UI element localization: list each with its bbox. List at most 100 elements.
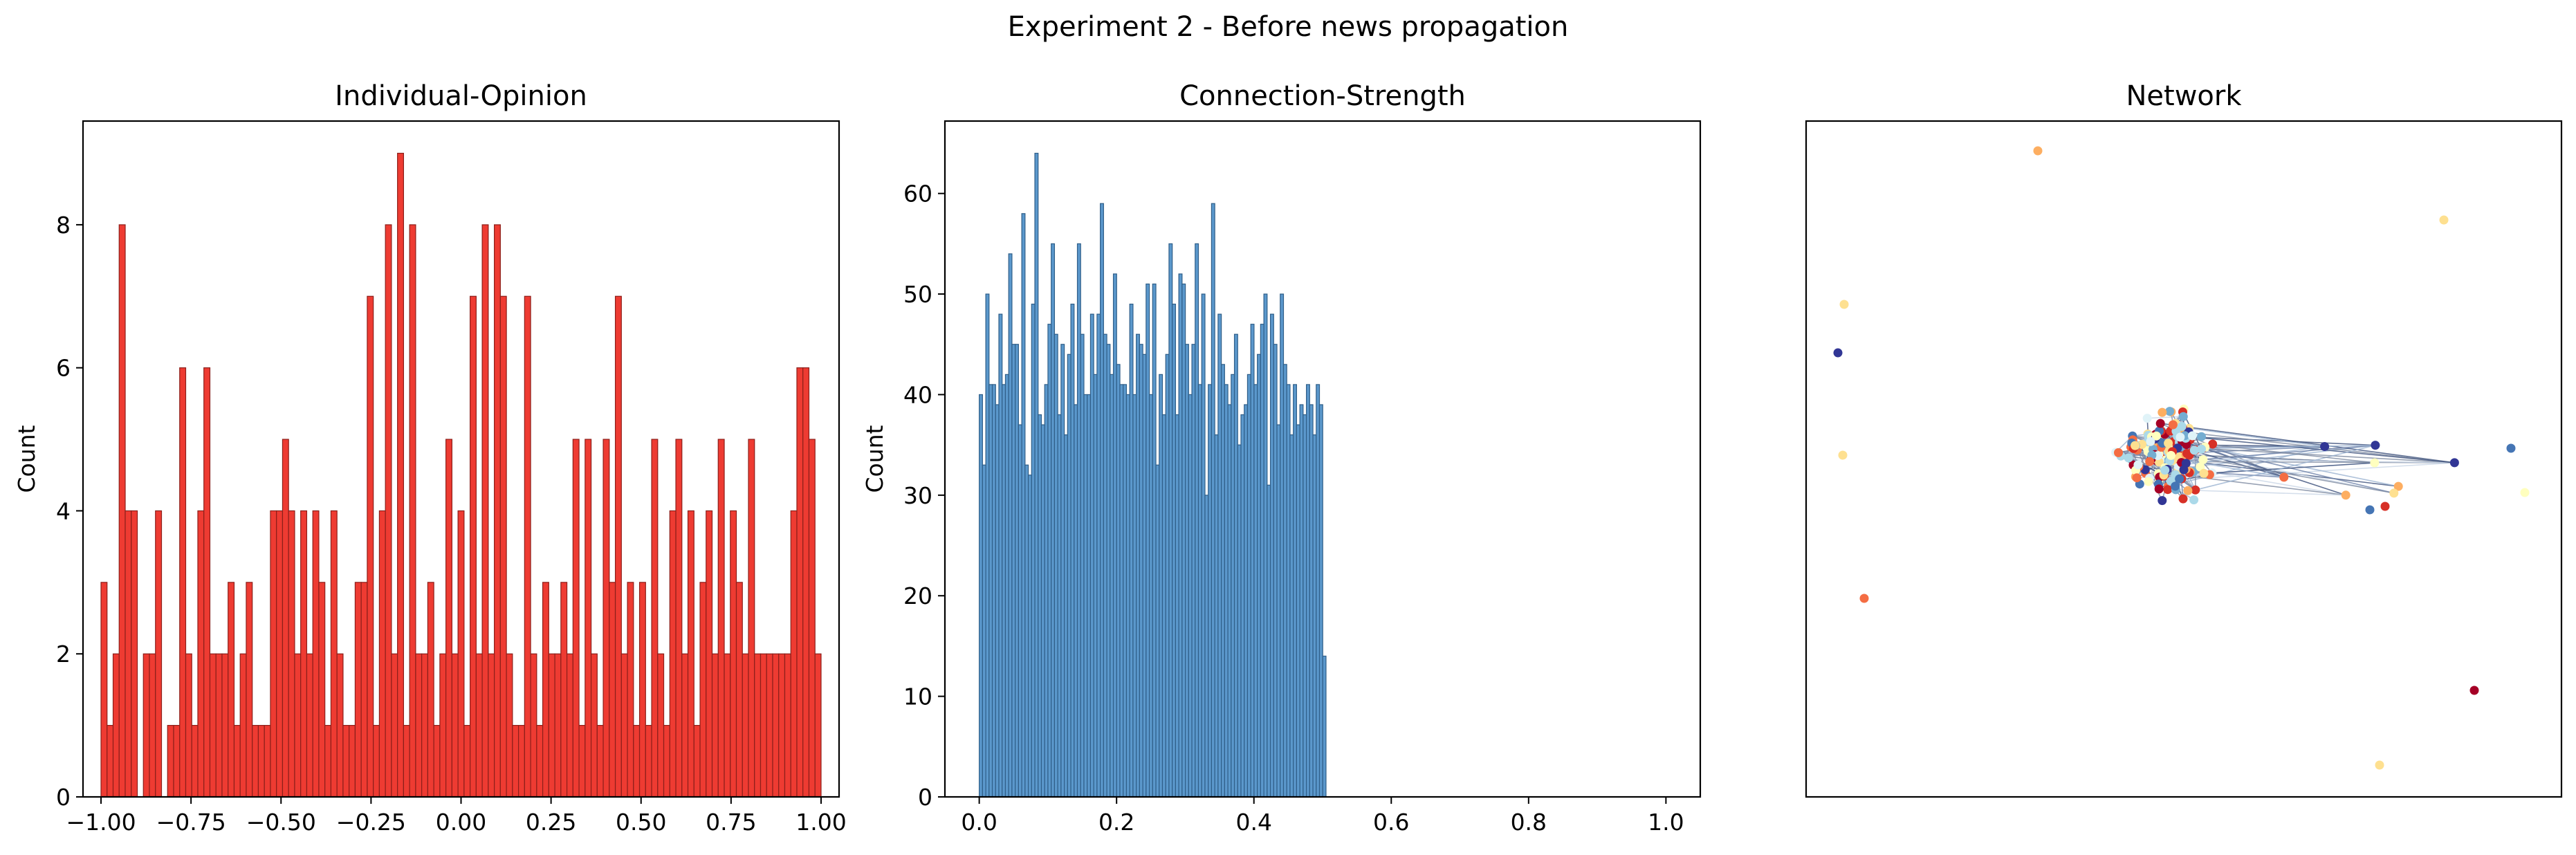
- histogram-bar: [1148, 394, 1153, 798]
- histogram-bar: [814, 653, 822, 798]
- y-tick-label: 2: [56, 641, 71, 668]
- histogram-bar: [391, 653, 398, 798]
- histogram-bar: [1172, 304, 1177, 798]
- histogram-bar: [155, 510, 163, 798]
- histogram-bar: [1280, 293, 1285, 798]
- histogram-bar: [982, 464, 986, 798]
- network-node: [2171, 481, 2180, 491]
- network-node: [2175, 432, 2185, 442]
- network-node: [2133, 460, 2143, 470]
- histogram-bar: [1024, 464, 1029, 798]
- histogram-bar: [1132, 394, 1137, 798]
- histogram-bar: [1309, 404, 1314, 798]
- network-node: [2189, 495, 2199, 505]
- network-node: [2520, 488, 2530, 497]
- y-tick-label: 0: [918, 784, 932, 811]
- histogram-bar: [203, 367, 211, 798]
- histogram-bar: [270, 510, 277, 798]
- histogram-bar: [778, 653, 786, 798]
- histogram-bar: [1276, 424, 1281, 798]
- histogram-bar: [185, 653, 192, 798]
- histogram-bar: [179, 367, 187, 798]
- histogram-bar: [1074, 404, 1078, 798]
- y-tick-label: 60: [903, 181, 932, 208]
- histogram-bar: [149, 653, 156, 798]
- histogram-bar: [651, 439, 659, 798]
- histogram-bar: [1296, 424, 1300, 798]
- histogram-bar: [748, 439, 755, 798]
- network-node: [2370, 458, 2380, 468]
- histogram-bar: [1289, 434, 1294, 798]
- histogram-bar: [1018, 424, 1022, 798]
- histogram-bar: [620, 653, 628, 798]
- histogram-bar: [1089, 313, 1094, 798]
- network-node: [2124, 453, 2133, 463]
- histogram-bar: [221, 653, 229, 798]
- histogram-bar: [463, 725, 471, 798]
- x-tick-label: 0.8: [1511, 809, 1547, 836]
- network-nodes: [1833, 146, 2530, 770]
- histogram-bar: [724, 653, 731, 798]
- y-tick-label: 30: [903, 482, 932, 509]
- histogram-bar: [585, 439, 592, 798]
- histogram-bar: [699, 582, 707, 798]
- network-node: [2146, 436, 2155, 446]
- histogram-bar: [717, 439, 725, 798]
- network-node: [2439, 215, 2449, 225]
- histogram-bar: [118, 224, 126, 798]
- histogram-bar: [530, 653, 537, 798]
- network-node: [1859, 594, 1869, 603]
- network-edge: [2175, 474, 2346, 496]
- histogram-bar: [421, 653, 428, 798]
- histogram-bar: [1146, 283, 1150, 798]
- histogram-bar: [681, 653, 689, 798]
- histogram-bar: [330, 510, 338, 798]
- histogram-bar: [1227, 404, 1232, 798]
- histogram-bar: [633, 725, 641, 798]
- histogram-bar: [318, 582, 326, 798]
- histogram-bar: [985, 293, 990, 798]
- y-tick-label: 50: [903, 281, 932, 308]
- network-node: [2375, 760, 2384, 770]
- histogram-bar: [415, 653, 423, 798]
- histogram-bar: [427, 582, 434, 798]
- histogram-bar: [602, 439, 610, 798]
- histogram-bar: [1217, 313, 1222, 798]
- y-tick-label: 40: [903, 381, 932, 408]
- figure-suptitle: Experiment 2 - Before news propagation: [1008, 11, 1569, 43]
- histogram-bar: [512, 725, 519, 798]
- x-tick-label: 0.4: [1235, 809, 1271, 836]
- network-edge: [2193, 450, 2285, 478]
- network-node: [2160, 466, 2170, 475]
- histogram-bar: [488, 653, 495, 798]
- histogram-bar: [1211, 203, 1215, 798]
- histogram-bar: [167, 725, 174, 798]
- strength-title: Connection-Strength: [1179, 80, 1466, 112]
- histogram-bar: [324, 725, 332, 798]
- histogram-bar: [1110, 374, 1114, 798]
- histogram-bar: [517, 725, 525, 798]
- histogram-bar: [445, 439, 452, 798]
- histogram-bar: [1161, 414, 1166, 798]
- histogram-bar: [373, 725, 380, 798]
- network-node: [2198, 455, 2208, 464]
- histogram-bar: [131, 510, 138, 798]
- histogram-bar: [1237, 444, 1242, 798]
- histogram-bar: [1253, 384, 1258, 798]
- histogram-bar: [1051, 243, 1056, 798]
- histogram-bar: [1021, 213, 1026, 798]
- histogram-bar: [1269, 313, 1274, 798]
- histogram-bar: [1208, 384, 1213, 798]
- network-node: [1839, 300, 1849, 309]
- histogram-bar: [1267, 484, 1271, 798]
- histogram-bar: [542, 582, 549, 798]
- histogram-bar: [349, 725, 356, 798]
- histogram-bar: [1152, 283, 1157, 798]
- histogram-bar: [173, 725, 181, 798]
- network-node: [2164, 439, 2173, 448]
- network-node: [2142, 414, 2152, 423]
- network-node: [2165, 407, 2175, 416]
- histogram-bar: [663, 725, 670, 798]
- opinion-histogram-panel: Individual-Opinion Count −1.00 −0.75 −0.50…: [13, 80, 847, 836]
- histogram-bar: [1063, 434, 1068, 798]
